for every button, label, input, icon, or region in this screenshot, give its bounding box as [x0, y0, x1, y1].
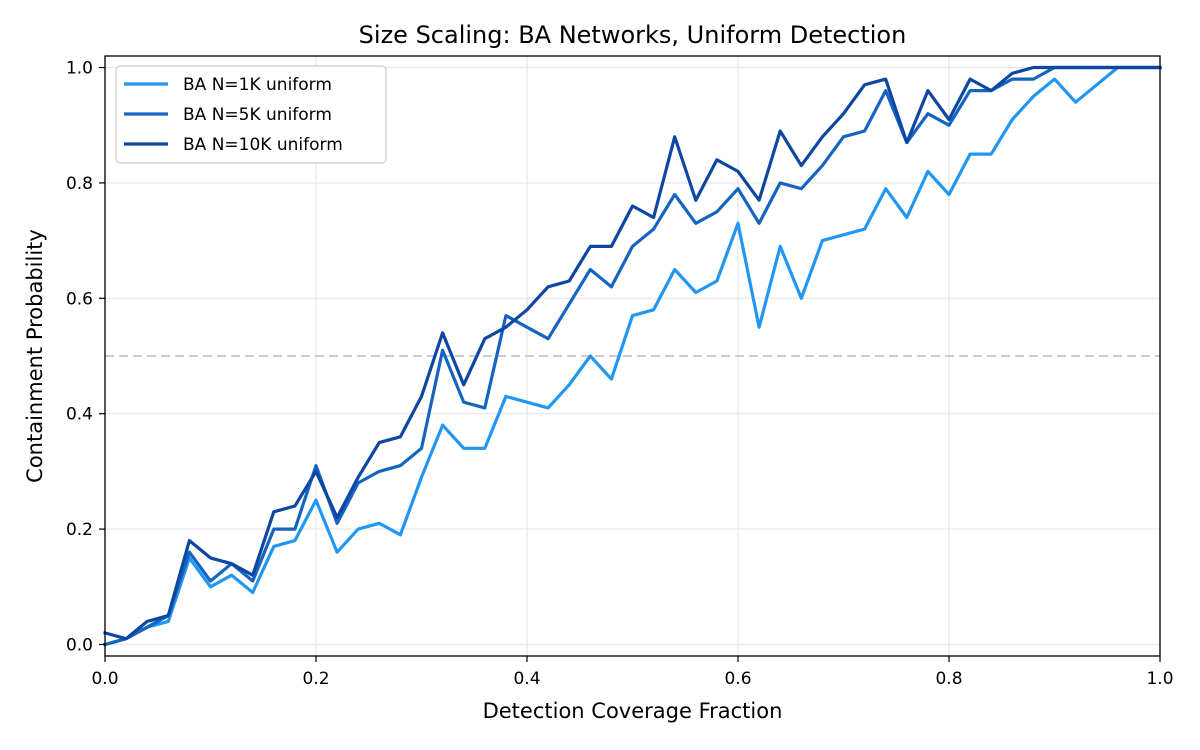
x-tick-label: 0.4	[513, 669, 540, 689]
chart-title: Size Scaling: BA Networks, Uniform Detec…	[359, 21, 907, 49]
x-tick-label: 0.2	[302, 669, 329, 689]
series-line-1	[103, 65, 1162, 647]
series-layer	[103, 65, 1162, 647]
legend-label: BA N=10K uniform	[183, 135, 343, 155]
axis-ticks: 0.0 0.2 0.4 0.6 0.8 1.0 0.0 0.2 0.4 0.6 0.8 1.0	[66, 59, 1174, 689]
x-tick-label: 0.8	[935, 669, 962, 689]
series-line-3	[103, 65, 1162, 641]
x-tick-label: 0.6	[724, 669, 751, 689]
x-tick-label: 1.0	[1146, 669, 1173, 689]
plot-frame	[104, 55, 1161, 657]
legend: BA N=1K uniform BA N=5K uniform BA N=10K u…	[115, 65, 387, 164]
y-tick-label: 0.2	[66, 520, 93, 540]
x-axis-label: Detection Coverage Fraction	[483, 699, 783, 723]
y-tick-label: 0.4	[66, 405, 93, 425]
y-axis-label: Containment Probability	[23, 229, 47, 483]
y-tick-label: 0.6	[66, 289, 93, 309]
legend-box	[115, 65, 387, 164]
legend-label: BA N=1K uniform	[183, 75, 332, 95]
legend-label: BA N=5K uniform	[183, 105, 332, 125]
x-tick-label: 0.0	[91, 669, 118, 689]
y-tick-label: 0.8	[66, 174, 93, 194]
y-tick-label: 0.0	[66, 635, 93, 655]
series-line-2	[103, 65, 1162, 647]
y-tick-label: 1.0	[66, 59, 93, 79]
